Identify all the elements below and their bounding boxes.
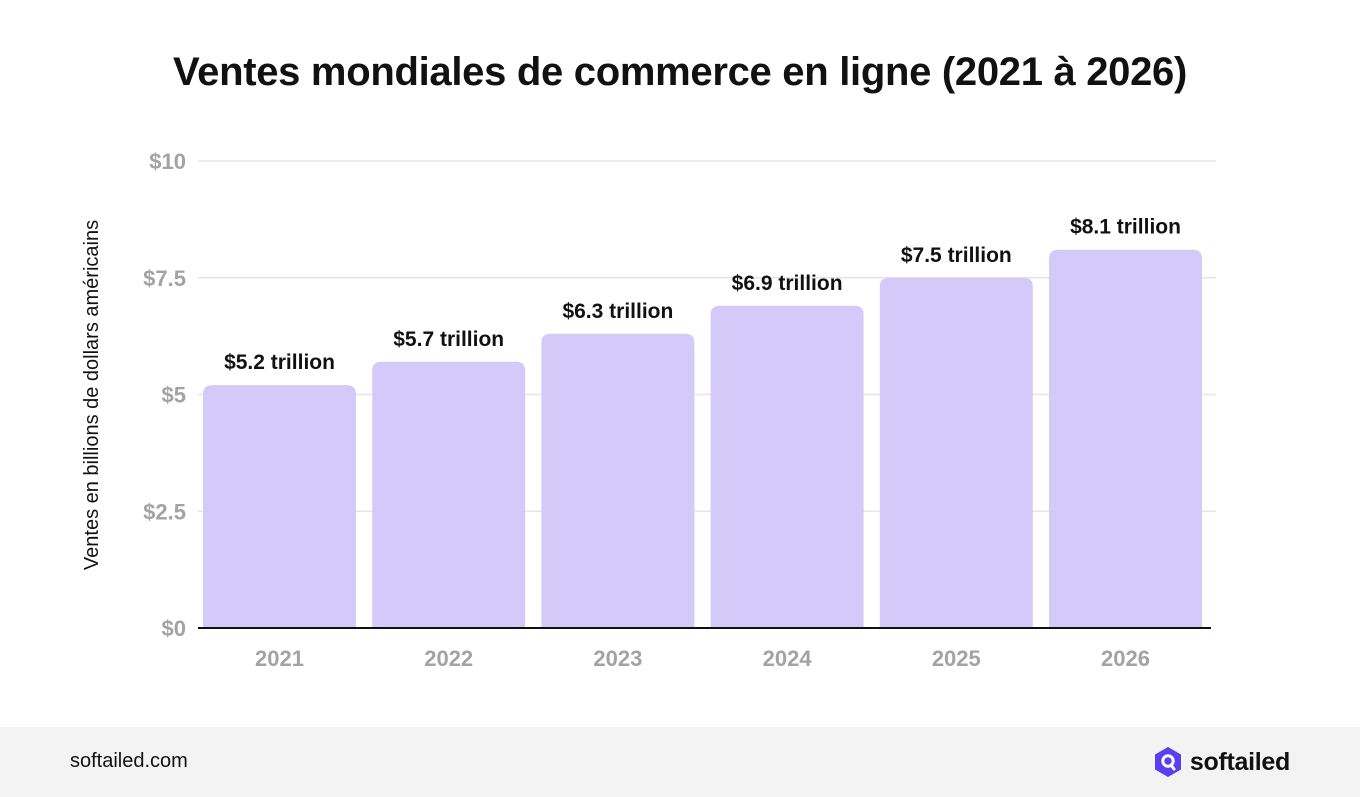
bar-2023	[541, 333, 695, 628]
y-tick-label: $10	[149, 149, 186, 174]
data-label: $8.1 trillion	[1070, 216, 1181, 239]
data-label: $6.9 trillion	[732, 272, 843, 295]
data-label: $6.3 trillion	[562, 300, 673, 323]
y-axis-label: Ventes en billions de dollars américains	[81, 220, 103, 570]
data-label: $7.5 trillion	[901, 244, 1012, 267]
bar-2022	[372, 361, 526, 628]
bar-2026	[1049, 249, 1202, 629]
footer: softailed.com softailed	[0, 727, 1360, 797]
brand-logo: softailed	[1154, 744, 1290, 780]
data-labels: $5.2 trillion $5.7 trillion $6.3 trillion $…	[224, 216, 1181, 374]
brand-name: softailed	[1189, 747, 1290, 776]
x-tick-label: 2026	[1101, 646, 1150, 671]
data-label: $5.7 trillion	[393, 328, 504, 351]
bar-2025	[879, 277, 1033, 628]
bar-2021	[203, 385, 356, 628]
x-tick-label: 2023	[593, 646, 642, 671]
data-label: $5.2 trillion	[224, 351, 335, 374]
y-tick-label: $7.5	[143, 266, 186, 291]
x-tick-label: 2025	[932, 646, 981, 671]
y-tick-label: $2.5	[143, 499, 186, 524]
x-tick-label: 2021	[255, 646, 304, 671]
bar-2024	[710, 305, 864, 628]
bars	[203, 249, 1202, 629]
y-tick-label: $0	[162, 616, 186, 641]
x-tick-label: 2024	[763, 646, 813, 671]
y-tick-label: $5	[162, 383, 186, 408]
axis-ticks: $0 $2.5 $5 $7.5 $10 2021 2022 2023 2024 2025 2026	[143, 149, 1150, 671]
chart-title: Ventes mondiales de commerce en ligne (2…	[172, 50, 1188, 94]
x-tick-label: 2022	[424, 646, 473, 671]
grid-lines	[198, 160, 1216, 512]
footer-url[interactable]: softailed.com	[70, 750, 188, 772]
bar-chart: $5.2 trillion$5.7 trillion$6.3 trillion$…	[81, 149, 1216, 671]
softailed-logo-icon	[1154, 747, 1181, 777]
